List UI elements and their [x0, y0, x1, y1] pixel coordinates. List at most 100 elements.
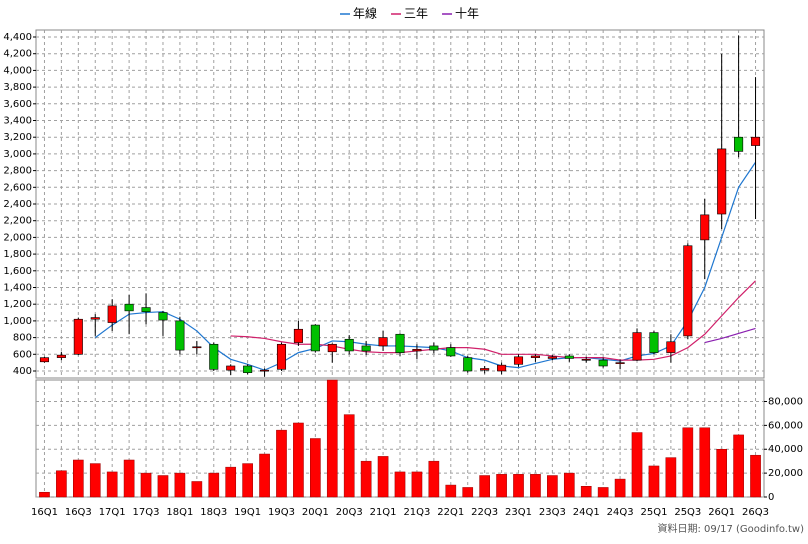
legend-label: 十年 [455, 7, 479, 21]
y-tick-label: 4,200 [3, 49, 32, 60]
candle-body [632, 332, 642, 361]
y-tick-label: 3,200 [3, 132, 32, 143]
volume-bar [563, 472, 575, 498]
candle-body [124, 303, 134, 312]
x-tick-label: 20Q3 [336, 507, 363, 518]
x-tick-label: 19Q3 [268, 507, 295, 518]
volume-bar [39, 491, 50, 498]
x-tick-label: 20Q1 [302, 507, 329, 518]
ma-line [704, 327, 756, 344]
x-tick-label: 18Q3 [200, 507, 227, 518]
candle-body [378, 337, 388, 347]
y-tick-label: 3,000 [3, 149, 32, 160]
volume-bar [750, 454, 761, 498]
x-tick-label: 25Q1 [640, 507, 667, 518]
candle-body [243, 365, 253, 373]
candle-body [530, 355, 540, 358]
y-tick-label: 1,600 [3, 266, 32, 277]
candle-body [497, 364, 507, 372]
legend-label: 年線 [353, 6, 377, 21]
volume-bar [225, 466, 237, 498]
volume-bar [276, 429, 287, 498]
candle-body [547, 356, 557, 359]
candle-body [276, 343, 287, 370]
volume-bar [208, 472, 220, 498]
footer: 資料日期: 09/17 (Goodinfo.tw) [657, 522, 804, 535]
candle-body [209, 343, 219, 370]
y-tick-label: 3,400 [3, 116, 32, 127]
volume-bar [174, 472, 186, 498]
candle-body [412, 348, 422, 352]
x-tick-label: 26Q3 [742, 507, 769, 518]
x-tick-label: 16Q1 [31, 507, 58, 518]
volume-bar [513, 474, 524, 498]
candle-body [90, 317, 100, 320]
volume-bar [428, 460, 440, 498]
y-tick-label: 2,000 [3, 232, 32, 243]
volume-bar [479, 475, 490, 498]
candle-body [649, 332, 659, 353]
ma-line [94, 161, 757, 371]
x-tick-label: 19Q1 [234, 507, 261, 518]
candle-body [56, 354, 66, 358]
volume-bar [597, 487, 609, 498]
candle-body [327, 343, 337, 353]
candle-body [480, 368, 490, 371]
volume-bar [191, 481, 203, 498]
volume-bar [530, 474, 541, 498]
volume-bar [106, 471, 118, 498]
candle-body [564, 355, 574, 359]
x-tick-label: 18Q1 [166, 507, 193, 518]
volume-tick-label: 60,000 [768, 420, 803, 431]
y-tick-label: 1,200 [3, 299, 32, 310]
volume-bar [682, 427, 694, 498]
x-tick-label: 26Q1 [708, 507, 735, 518]
x-tick-label: 21Q1 [370, 507, 397, 518]
candle-body [581, 358, 591, 361]
volume-bar [56, 470, 67, 498]
volume-bar [716, 448, 728, 498]
y-tick-label: 3,600 [3, 99, 32, 110]
candle-body [598, 359, 608, 367]
y-tick-label: 2,800 [3, 166, 32, 177]
volume-bar [242, 463, 253, 498]
x-tick-label: 22Q3 [471, 507, 498, 518]
x-tick-label: 24Q3 [607, 507, 634, 518]
volume-bar [445, 484, 457, 498]
volume-bar [293, 422, 304, 498]
y-tick-label: 4,400 [3, 32, 32, 43]
candle-body [446, 347, 456, 357]
y-tick-label: 800 [13, 333, 32, 344]
x-tick-label: 25Q3 [674, 507, 701, 518]
volume-bar [140, 472, 152, 498]
x-tick-label: 16Q3 [65, 507, 92, 518]
candle-body [310, 324, 320, 352]
volume-bar [394, 471, 406, 498]
y-tick-label: 1,000 [3, 316, 32, 327]
y-tick-label: 2,200 [3, 216, 32, 227]
volume-bar [631, 432, 643, 498]
y-tick-label: 600 [13, 349, 32, 360]
candle-body [107, 305, 117, 323]
candle-body [39, 357, 49, 363]
volume-bar [580, 486, 592, 498]
candle-body [717, 148, 727, 215]
candle-body [666, 341, 676, 353]
candle-body [615, 362, 625, 364]
volume-bar [648, 465, 660, 498]
candle-body [429, 345, 439, 351]
y-tick-label: 2,400 [3, 199, 32, 210]
candle-body [395, 333, 405, 353]
candle-body [751, 136, 761, 146]
x-tick-label: 17Q3 [133, 507, 160, 518]
candle-body [192, 346, 202, 349]
x-tick-label: 23Q1 [505, 507, 532, 518]
volume-bar [462, 487, 474, 498]
x-tick-label: 17Q1 [99, 507, 126, 518]
candle-body [260, 369, 270, 372]
y-tick-label: 2,600 [3, 182, 32, 193]
volume-bar [123, 459, 135, 498]
candle-body [344, 338, 354, 352]
